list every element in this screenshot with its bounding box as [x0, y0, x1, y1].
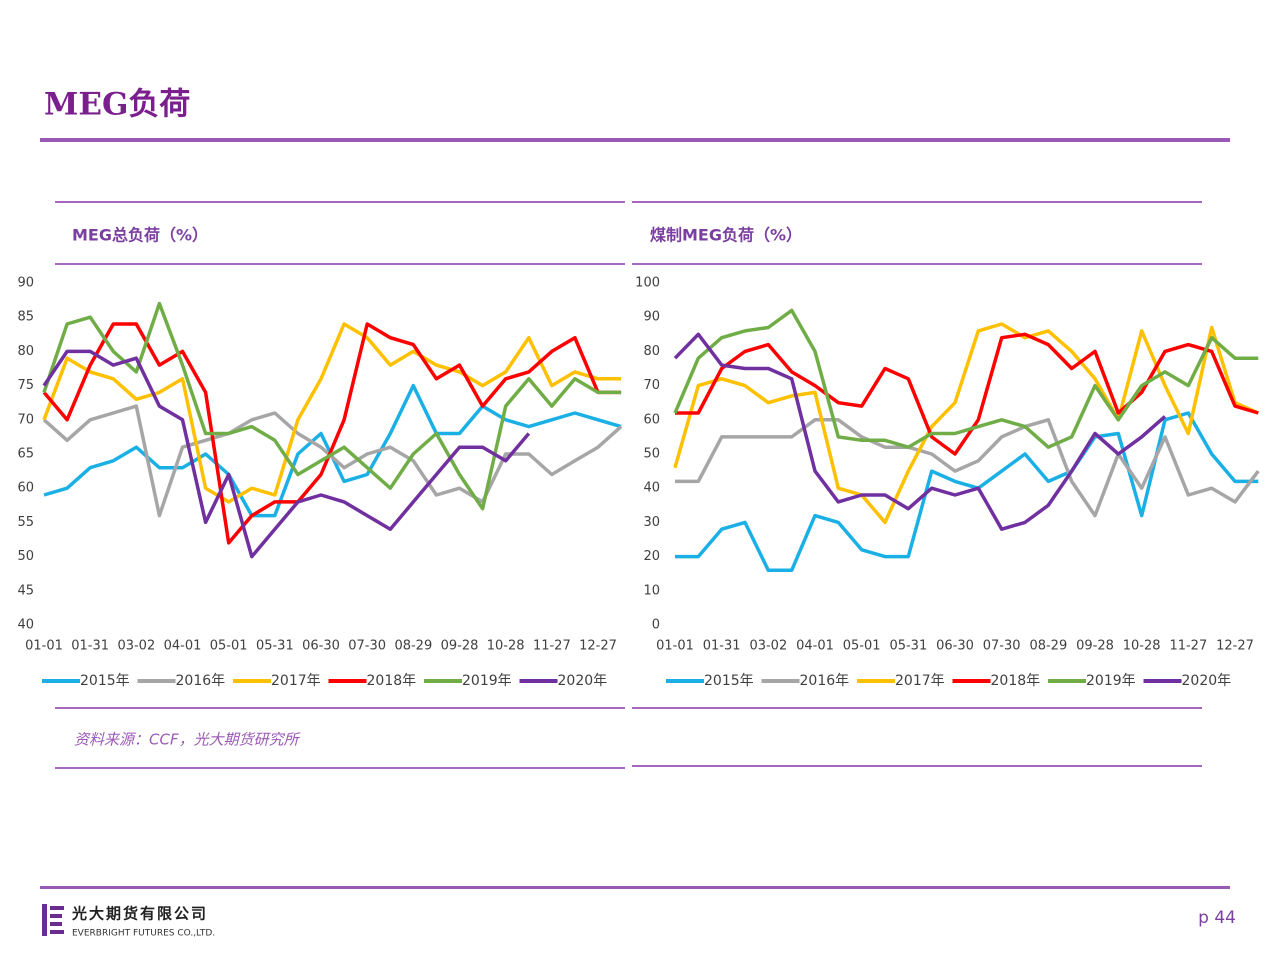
legend-label: 2017年	[895, 673, 945, 689]
legend-label: 2015年	[704, 673, 754, 689]
x-tick-label: 09-28	[1076, 639, 1114, 654]
y-tick-label: 40	[17, 618, 34, 633]
y-tick-label: 40	[643, 481, 660, 496]
series-line	[675, 332, 1259, 456]
x-tick-label: 05-31	[889, 639, 927, 654]
series-line	[42, 322, 622, 504]
y-tick-label: 75	[17, 378, 34, 393]
y-tick-label: 80	[643, 344, 660, 359]
y-tick-label: 60	[17, 481, 34, 496]
y-tick-label: 50	[17, 549, 34, 564]
legend-label: 2019年	[1086, 673, 1136, 689]
y-tick-label: 65	[17, 447, 34, 462]
legend-label: 2020年	[1182, 673, 1232, 689]
x-tick-label: 12-27	[1216, 639, 1254, 654]
y-tick-label: 10	[643, 583, 660, 598]
series-line	[42, 404, 623, 518]
x-tick-label: 10-28	[487, 639, 525, 654]
x-tick-label: 06-30	[302, 639, 340, 654]
series-line	[673, 308, 1259, 449]
footer-rule	[40, 886, 1230, 889]
legend-label: 2018年	[367, 673, 417, 689]
legend-label: 2016年	[176, 673, 226, 689]
x-tick-label: 05-01	[210, 639, 248, 654]
page-number: p 44	[1198, 908, 1236, 928]
series-line	[42, 301, 622, 511]
x-tick-label: 11-27	[1169, 639, 1207, 654]
x-tick-label: 07-30	[348, 639, 386, 654]
y-tick-label: 100	[635, 276, 660, 291]
x-tick-label: 05-01	[843, 639, 881, 654]
x-tick-label: 01-01	[25, 639, 63, 654]
x-tick-label: 05-31	[256, 639, 294, 654]
title-rule	[40, 138, 1230, 142]
y-tick-label: 60	[643, 412, 660, 427]
x-tick-label: 11-27	[533, 639, 571, 654]
legend-label: 2020年	[558, 673, 608, 689]
x-tick-label: 06-30	[936, 639, 974, 654]
y-tick-label: 85	[17, 310, 34, 325]
legend-label: 2016年	[800, 673, 850, 689]
y-tick-label: 0	[652, 618, 660, 633]
y-tick-label: 30	[643, 515, 660, 530]
company-name-en: EVERBRIGHT FUTURES CO.,LTD.	[72, 929, 215, 939]
company-name: 光大期货有限公司	[71, 905, 208, 923]
x-tick-label: 03-02	[749, 639, 787, 654]
x-tick-label: 04-01	[164, 639, 202, 654]
x-tick-label: 08-29	[394, 639, 432, 654]
series-line	[42, 349, 531, 559]
x-tick-label: 01-31	[71, 639, 109, 654]
legend-label: 2019年	[462, 673, 512, 689]
legend-label: 2017年	[271, 673, 321, 689]
y-tick-label: 45	[17, 583, 34, 598]
source-note: 资料来源：CCF，光大期货研究所	[74, 731, 301, 749]
y-tick-label: 20	[643, 549, 660, 564]
chart-title: 煤制MEG负荷（%）	[650, 226, 802, 245]
y-tick-label: 90	[17, 276, 34, 291]
x-tick-label: 03-02	[117, 639, 155, 654]
legend-label: 2018年	[991, 673, 1041, 689]
series-line	[675, 411, 1259, 573]
series-line	[673, 322, 1260, 525]
y-tick-label: 90	[643, 310, 660, 325]
page-title: MEG负荷	[44, 87, 190, 123]
x-tick-label: 01-01	[656, 639, 694, 654]
x-tick-label: 07-30	[983, 639, 1021, 654]
series-line	[675, 418, 1260, 518]
y-tick-label: 80	[17, 344, 34, 359]
logo-icon	[42, 904, 64, 936]
series-line	[42, 322, 622, 545]
y-tick-label: 55	[17, 515, 34, 530]
panel-rules	[55, 201, 1202, 769]
y-tick-label: 50	[643, 447, 660, 462]
x-tick-label: 12-27	[579, 639, 617, 654]
x-tick-label: 04-01	[796, 639, 834, 654]
x-tick-label: 01-31	[703, 639, 741, 654]
x-tick-label: 08-29	[1029, 639, 1067, 654]
x-tick-label: 10-28	[1123, 639, 1161, 654]
series-line	[673, 332, 1167, 531]
chart-title: MEG总负荷（%）	[72, 226, 208, 245]
y-tick-label: 70	[643, 378, 660, 393]
legend-label: 2015年	[80, 673, 130, 689]
y-tick-label: 70	[17, 412, 34, 427]
x-tick-label: 09-28	[441, 639, 479, 654]
